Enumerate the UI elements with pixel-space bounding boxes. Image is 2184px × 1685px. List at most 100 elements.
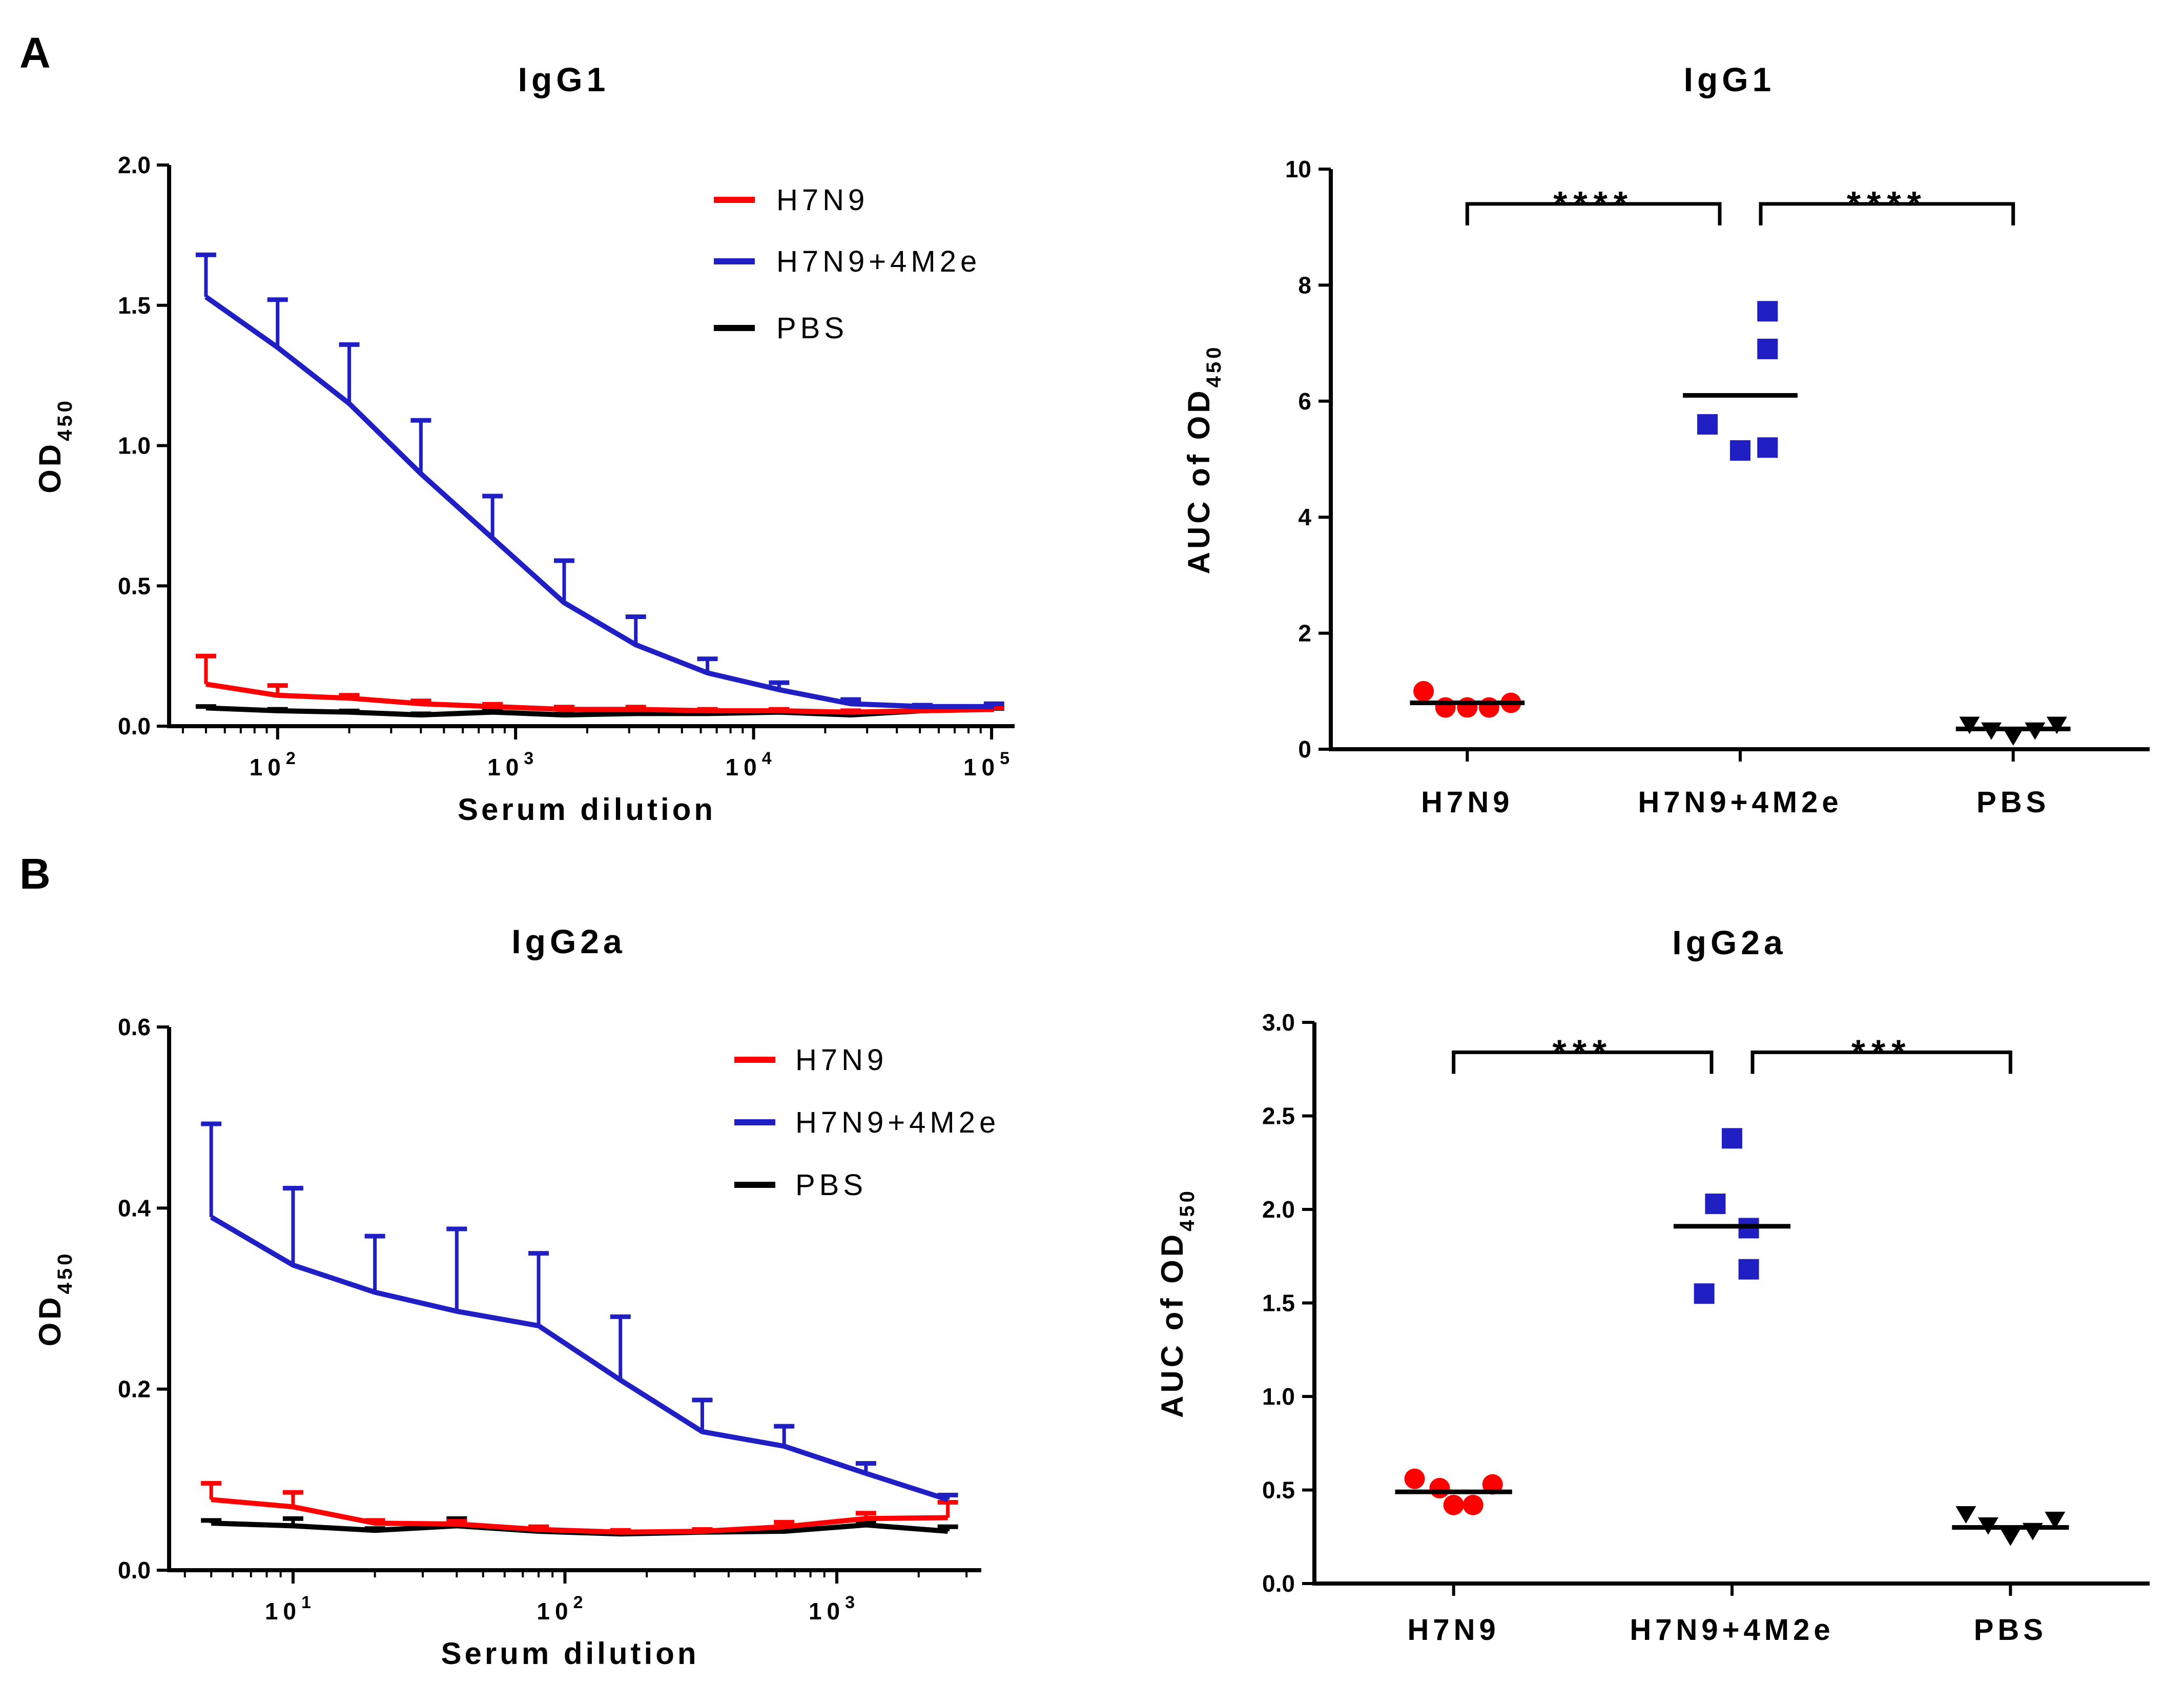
a2-group-pbs-point <box>1959 716 1980 734</box>
b2-group-h7n9-4m2e-point <box>1705 1194 1726 1215</box>
a1-x-tick-exponent: 3 <box>524 749 533 768</box>
b1-legend-label-h7n9-4m2e: H7N9+4M2e <box>795 1106 1000 1139</box>
a2-y-axis-label-subscript: 450 <box>1203 344 1225 388</box>
b1-x-tick-base: 10 <box>265 1598 301 1625</box>
a2-group-h7n9-point <box>1413 681 1434 702</box>
b1-legend-label-pbs: PBS <box>795 1168 867 1202</box>
b2-group-h7n9-point <box>1462 1494 1484 1515</box>
b2-y-tick-label: 2.0 <box>1262 1196 1295 1223</box>
b2-group-h7n9-point <box>1443 1494 1464 1515</box>
b1-title: IgG2a <box>511 922 626 960</box>
a1-y-tick-label: 0.0 <box>118 713 151 739</box>
b2-y-tick-label: 0.0 <box>1262 1570 1295 1597</box>
a1-y-tick-label: 1.0 <box>118 433 151 459</box>
a1-y-axis-label: OD450 <box>33 398 76 494</box>
a2-y-axis-label-text: AUC of OD <box>1182 387 1216 574</box>
a2-y-tick-label: 8 <box>1298 272 1311 298</box>
b2-significance-label: *** <box>1851 1032 1912 1072</box>
a1-series-h7n9-line <box>205 681 994 715</box>
a2-group-h7n9-4m2e-point <box>1757 301 1778 322</box>
a1-x-tick-label: 105 <box>963 749 1009 780</box>
a1-x-tick-exponent: 2 <box>286 749 296 768</box>
a2-significance-label: **** <box>1847 184 1927 224</box>
b1-x-tick-exponent: 3 <box>845 1593 855 1612</box>
b2-group-h7n9-point <box>1429 1477 1450 1498</box>
b2-group-h7n9-4m2e-point <box>1738 1259 1759 1280</box>
b2-group-h7n9-point <box>1482 1474 1503 1495</box>
a1-x-axis-label: Serum dilution <box>458 792 716 827</box>
b1-y-tick-label: 0.4 <box>118 1195 151 1221</box>
a2-significance-bracket <box>1465 202 1722 225</box>
a2-group-h7n9-4m2e-point <box>1730 440 1750 461</box>
a1-x-tick-label: 104 <box>726 749 772 780</box>
b2-significance-bracket <box>1452 1050 1714 1074</box>
a1-x-tick-label: 102 <box>250 749 296 780</box>
b2-y-tick-label: 2.5 <box>1262 1103 1295 1129</box>
b2-significance-bracket <box>1750 1050 2012 1074</box>
a2-title: IgG1 <box>1684 60 1776 98</box>
a2-group-h7n9-point <box>1435 697 1456 718</box>
a1-x-tick-exponent: 4 <box>762 749 772 768</box>
a1-legend-label-h7n9: H7N9 <box>776 183 869 217</box>
a1-y-tick-label: 1.5 <box>118 292 151 319</box>
b2-category-label-h7n9: H7N9 <box>1408 1613 1500 1647</box>
a2-group-pbs-point <box>2003 728 2024 746</box>
a1-y-tick-label: 2.0 <box>118 152 151 178</box>
a2-group-h7n9-4m2e-point <box>1757 338 1778 359</box>
b1-y-axis-label-subscript: 450 <box>54 1251 76 1294</box>
b1-legend-label-h7n9: H7N9 <box>795 1043 888 1077</box>
a2-category-label-h7n9: H7N9 <box>1421 786 1513 819</box>
a2-y-tick-label: 10 <box>1285 156 1311 182</box>
b2-y-axis-label: AUC of OD450 <box>1155 1188 1199 1418</box>
b1-y-axis-label: OD450 <box>33 1251 76 1347</box>
b1-x-tick-label: 102 <box>537 1593 583 1625</box>
a2-y-tick-label: 6 <box>1298 388 1311 415</box>
b2-title: IgG2a <box>1672 923 1786 961</box>
a1-x-tick-base: 10 <box>963 754 1000 780</box>
b2-group-pbs-point <box>1955 1506 1976 1524</box>
a2-y-tick-label: 4 <box>1298 504 1311 530</box>
b1-x-tick-exponent: 2 <box>573 1593 583 1612</box>
a1-x-tick-base: 10 <box>487 754 524 780</box>
b1-series-h7n9-line <box>211 1497 948 1535</box>
b2-y-tick-label: 0.5 <box>1262 1477 1295 1504</box>
b2-group-h7n9-point <box>1404 1468 1425 1489</box>
b2-y-axis-label-subscript: 450 <box>1176 1188 1199 1231</box>
b1-y-tick-label: 0.0 <box>118 1557 151 1584</box>
a2-significance-bracket <box>1759 202 2015 225</box>
chart-igg2a-auc: IgG2a 0.0 0.5 1.0 1.5 2.0 2.5 3.0 H7N9 H7N9+4M2e P… <box>1155 923 2150 1647</box>
b2-y-tick-label: 1.0 <box>1262 1383 1295 1410</box>
b2-category-label-pbs: PBS <box>1974 1613 2047 1647</box>
b1-x-axis-label: Serum dilution <box>441 1636 699 1671</box>
a2-category-label-h7n9-4m2e: H7N9+4M2e <box>1638 786 1842 819</box>
b2-y-tick-label: 3.0 <box>1262 1009 1295 1036</box>
a2-group-pbs-point <box>2046 716 2067 734</box>
a1-x-tick-base: 10 <box>726 754 762 780</box>
a1-title: IgG1 <box>518 60 610 98</box>
b2-group-h7n9-4m2e-point <box>1694 1283 1715 1304</box>
a1-legend-label-pbs: PBS <box>776 312 848 345</box>
chart-igg1-auc: IgG1 0 2 4 6 8 10 H7N9 H7N9+4M2e PBS AUC of OD450 *… <box>1182 60 2150 819</box>
b2-group-pbs-point <box>2045 1511 2066 1529</box>
panel-letter-a: A <box>19 29 51 77</box>
a2-category-label-pbs: PBS <box>1976 786 2050 819</box>
b1-y-tick-label: 0.6 <box>118 1014 151 1040</box>
b2-significance-label: *** <box>1552 1032 1613 1072</box>
b1-x-tick-base: 10 <box>537 1598 573 1625</box>
panel-letter-b: B <box>19 850 51 898</box>
b2-group-pbs-point <box>2000 1528 2021 1546</box>
a2-y-tick-label: 0 <box>1298 736 1311 763</box>
b1-y-tick-label: 0.2 <box>118 1376 151 1403</box>
a1-y-axis-label-subscript: 450 <box>54 398 76 441</box>
a2-y-axis-label: AUC of OD450 <box>1182 344 1225 574</box>
b2-y-tick-label: 1.5 <box>1262 1290 1295 1317</box>
a1-y-axis-label-text: OD <box>33 441 67 494</box>
a2-group-h7n9-point <box>1478 697 1499 718</box>
b1-x-tick-label: 103 <box>809 1593 855 1625</box>
a1-series-h7n9-4m2e-line <box>204 295 994 709</box>
b1-x-tick-base: 10 <box>809 1598 845 1625</box>
b1-y-axis-label-text: OD <box>33 1294 67 1346</box>
a2-group-h7n9-4m2e-point <box>1697 414 1718 435</box>
